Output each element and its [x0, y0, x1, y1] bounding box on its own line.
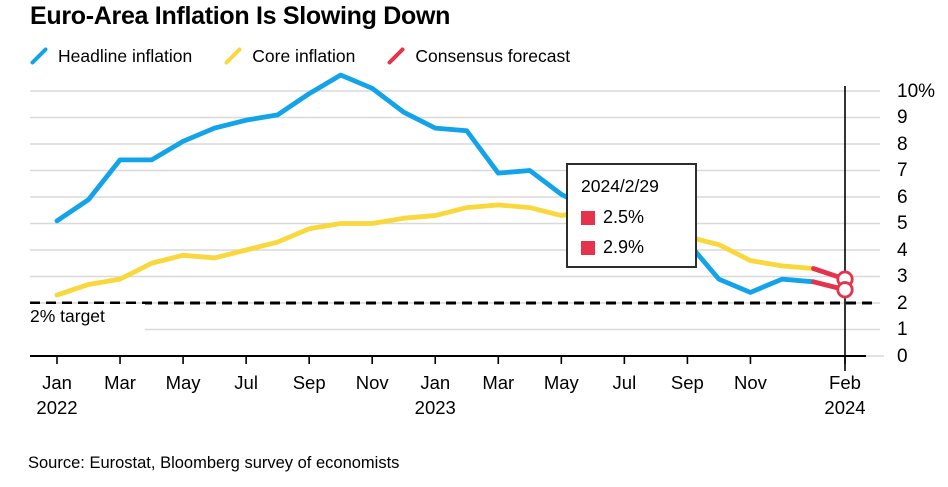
- legend-item-headline-inflation[interactable]: Headline inflation: [28, 45, 192, 67]
- y-tick-label-0: 0: [897, 345, 908, 367]
- y-tick-label-3: 3: [897, 266, 908, 287]
- x-tick-label-feb-2024: Feb: [829, 372, 861, 393]
- legend-label: Headline inflation: [58, 45, 193, 66]
- x-tick-label-jan-2023: Jan: [420, 372, 451, 393]
- legend-item-consensus-forecast[interactable]: Consensus forecast: [385, 45, 570, 67]
- x-tick-label-sep: Sep: [670, 372, 704, 393]
- legend-item-core-inflation[interactable]: Core inflation: [222, 45, 355, 67]
- x-tick-label-mar: Mar: [482, 372, 515, 393]
- tooltip-value-row: 2.9%: [581, 237, 683, 258]
- forecast-endpoint-marker: [836, 281, 854, 299]
- consensus-forecast-slash-icon: [387, 47, 405, 65]
- x-tick-label-jul: Jul: [612, 372, 637, 393]
- y-tick-label-10: 10%: [897, 80, 936, 102]
- y-tick-label-9: 9: [897, 107, 908, 128]
- x-year-label-2024: 2024: [824, 397, 866, 418]
- y-tick-label-6: 6: [897, 186, 908, 208]
- tooltip-value: 2.9%: [603, 237, 645, 257]
- legend: Headline inflation Core inflation Consensu…: [28, 45, 570, 67]
- source-note: Source: Eurostat, Bloomberg survey of ec…: [28, 454, 400, 472]
- x-year-label-2023: 2023: [414, 397, 456, 418]
- core-inflation-slash-icon: [224, 47, 242, 65]
- legend-label: Core inflation: [252, 45, 356, 66]
- x-tick-label-mar: Mar: [104, 372, 136, 393]
- forecast-marker-icon: [581, 210, 595, 225]
- chart-title: Euro-Area Inflation Is Slowing Down: [30, 2, 451, 30]
- y-tick-label-7: 7: [897, 160, 908, 181]
- forecast-marker-icon: [581, 240, 595, 255]
- x-tick-label-nov: Nov: [733, 372, 767, 393]
- x-tick-label-sep: Sep: [292, 372, 326, 393]
- y-tick-label-1: 1: [897, 319, 908, 340]
- y-tick-label-5: 5: [897, 213, 908, 234]
- y-tick-label-2: 2: [897, 292, 908, 314]
- y-tick-label-4: 4: [897, 239, 908, 261]
- x-tick-label-jan-2022: Jan: [42, 372, 72, 393]
- tooltip-value-row: 2.5%: [581, 207, 683, 228]
- x-tick-label-may: May: [165, 372, 201, 393]
- x-year-label-2022: 2022: [36, 397, 78, 418]
- tooltip-rows: 2.5% 2.9%: [581, 207, 683, 258]
- x-tick-label-jul: Jul: [234, 372, 258, 393]
- tooltip-value: 2.5%: [603, 207, 645, 227]
- legend-label: Consensus forecast: [415, 45, 571, 66]
- x-tick-label-may: May: [543, 372, 579, 393]
- tooltip-date: 2024/2/29: [581, 176, 659, 196]
- target-line-label: 2% target: [28, 304, 145, 335]
- headline-inflation-slash-icon: [30, 47, 48, 65]
- x-tick-label-nov: Nov: [355, 372, 389, 393]
- y-tick-label-8: 8: [897, 133, 908, 155]
- forecast-tooltip: 2024/2/29 2.5% 2.9%: [566, 163, 697, 268]
